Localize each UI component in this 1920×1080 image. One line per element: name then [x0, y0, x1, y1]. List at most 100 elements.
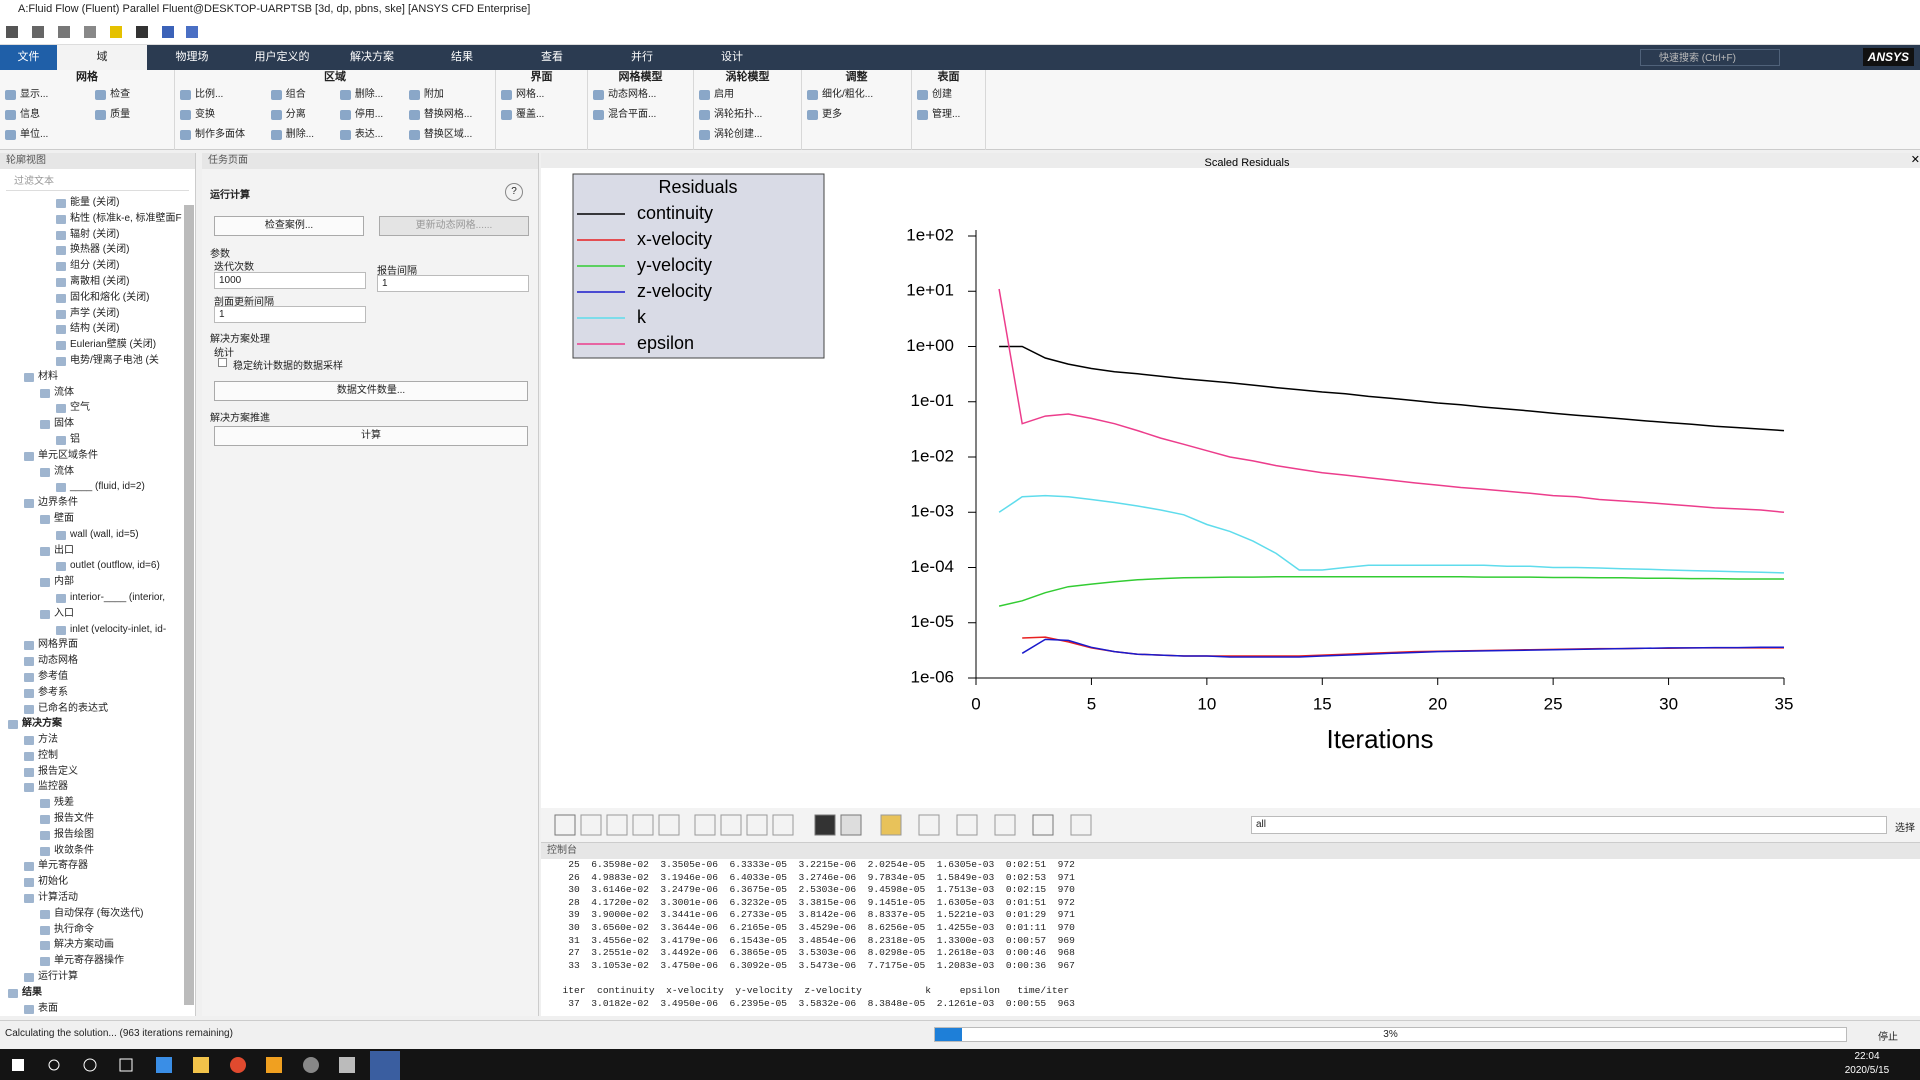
ribbon-button[interactable]: 单位...	[4, 125, 88, 145]
button[interactable]: 数据文件数量...	[214, 381, 528, 401]
task-view[interactable]	[119, 1058, 133, 1072]
tree-item[interactable]: 单元寄存器操作	[0, 953, 195, 969]
ribbon-button[interactable]: 比例...	[179, 85, 264, 105]
tool-button[interactable]	[720, 814, 742, 836]
tool-button[interactable]	[694, 814, 716, 836]
tree-item[interactable]: 入口	[0, 606, 195, 622]
help-button[interactable]: ?	[505, 183, 523, 201]
tree-item[interactable]: 单元寄存器	[0, 858, 195, 874]
menu-tab[interactable]: 域	[57, 45, 147, 70]
ribbon-button[interactable]: 信息	[4, 105, 88, 125]
number-input[interactable]: 1000	[214, 272, 366, 289]
tree-item[interactable]: ____ (fluid, id=2)	[0, 479, 195, 495]
ribbon-button[interactable]: 管理...	[916, 105, 981, 125]
tree-item[interactable]: 结果	[0, 985, 195, 1001]
ribbon-button[interactable]: 替换区域...	[408, 125, 491, 145]
tree-item[interactable]: 报告文件	[0, 811, 195, 827]
tree-item[interactable]: 参考值	[0, 669, 195, 685]
tree-item[interactable]: 电势/锂离子电池 (关	[0, 353, 195, 369]
menu-tab[interactable]: 文件	[0, 45, 57, 70]
tool-button[interactable]	[658, 814, 680, 836]
ribbon-button[interactable]: 附加	[408, 85, 491, 105]
tree-item[interactable]: 内部	[0, 574, 195, 590]
app-icon[interactable]	[230, 1057, 246, 1073]
app-icon[interactable]	[193, 1057, 209, 1073]
tree-item[interactable]: 结构 (关闭)	[0, 321, 195, 337]
tree-item[interactable]: 运行计算	[0, 969, 195, 985]
tree-item[interactable]: 能量 (关闭)	[0, 195, 195, 211]
tree-item[interactable]: 初始化	[0, 874, 195, 890]
checkbox[interactable]	[218, 358, 227, 367]
ribbon-button[interactable]: 检查	[94, 85, 170, 105]
ribbon-button[interactable]: 动态网格...	[592, 85, 689, 105]
icon[interactable]	[58, 26, 70, 38]
tree-item[interactable]: 粘性 (标准k-e, 标准壁面F	[0, 211, 195, 227]
tree-item[interactable]: wall (wall, id=5)	[0, 527, 195, 543]
tree-item[interactable]: 空气	[0, 400, 195, 416]
tree-item[interactable]: 组分 (关闭)	[0, 258, 195, 274]
filter-input[interactable]: 过滤文本	[6, 173, 189, 191]
tree-item[interactable]: 参考系	[0, 685, 195, 701]
tree-item[interactable]: 监控器	[0, 779, 195, 795]
tool-button[interactable]	[840, 814, 862, 836]
menu-tab[interactable]: 设计	[721, 51, 743, 63]
stop-button[interactable]: 停止	[1878, 1032, 1898, 1043]
tree-item[interactable]: 壁面	[0, 511, 195, 527]
tree-item[interactable]: 计算活动	[0, 890, 195, 906]
scrollbar[interactable]	[184, 205, 194, 1005]
tool-button[interactable]	[994, 814, 1016, 836]
tree-item[interactable]: Eulerian壁膜 (关闭)	[0, 337, 195, 353]
button[interactable]: 检查案例...	[214, 216, 364, 236]
ribbon-button[interactable]: 删除...	[339, 85, 402, 105]
icon[interactable]	[162, 26, 174, 38]
ribbon-button[interactable]: 覆盖...	[500, 105, 583, 125]
tool-button[interactable]	[606, 814, 628, 836]
tree-item[interactable]: 已命名的表达式	[0, 701, 195, 717]
cortana-button[interactable]	[83, 1058, 97, 1072]
tree-item[interactable]: 报告定义	[0, 764, 195, 780]
app-icon[interactable]	[266, 1057, 282, 1073]
app-icon[interactable]	[339, 1057, 355, 1073]
search-box[interactable]: 快速搜索 (Ctrl+F)	[1640, 49, 1780, 66]
number-input[interactable]: 1	[214, 306, 366, 323]
tree-item[interactable]: 收敛条件	[0, 843, 195, 859]
icon[interactable]	[32, 26, 44, 38]
ribbon-button[interactable]: 细化/粗化...	[806, 85, 907, 105]
tool-button[interactable]	[918, 814, 940, 836]
tree-item[interactable]: 换热器 (关闭)	[0, 242, 195, 258]
surface-combo[interactable]: all	[1251, 816, 1887, 834]
tool-button[interactable]	[554, 814, 576, 836]
tree-item[interactable]: 表面	[0, 1001, 195, 1016]
ribbon-button[interactable]: 组合	[270, 85, 333, 105]
ribbon-button[interactable]: 变换	[179, 105, 264, 125]
icon[interactable]	[84, 26, 96, 38]
tool-button[interactable]	[632, 814, 654, 836]
tool-button[interactable]	[1032, 814, 1054, 836]
tree-item[interactable]: 方法	[0, 732, 195, 748]
tool-button[interactable]	[956, 814, 978, 836]
ribbon-button[interactable]: 网格...	[500, 85, 583, 105]
icon[interactable]	[186, 26, 198, 38]
menu-tab[interactable]: 结果	[451, 51, 473, 63]
ribbon-button[interactable]: 启用	[698, 85, 797, 105]
tree-item[interactable]: 流体	[0, 464, 195, 480]
tool-button[interactable]	[1070, 814, 1092, 836]
ribbon-button[interactable]: 停用...	[339, 105, 402, 125]
menu-tab[interactable]: 用户定义的	[254, 51, 310, 63]
ribbon-button[interactable]: 制作多面体	[179, 125, 264, 145]
tree-item[interactable]: 网格界面	[0, 637, 195, 653]
tool-button[interactable]	[814, 814, 836, 836]
tool-button[interactable]	[580, 814, 602, 836]
app-icon[interactable]	[303, 1057, 319, 1073]
ribbon-button[interactable]: 替换网格...	[408, 105, 491, 125]
ribbon-button[interactable]: 涡轮创建...	[698, 125, 797, 145]
menu-tab[interactable]: 并行	[631, 51, 653, 63]
tree-item[interactable]: 单元区域条件	[0, 448, 195, 464]
ribbon-button[interactable]: 创建	[916, 85, 981, 105]
ribbon-button[interactable]: 分离	[270, 105, 333, 125]
icon[interactable]	[110, 26, 122, 38]
tree-item[interactable]: 固体	[0, 416, 195, 432]
tree-item[interactable]: 自动保存 (每次迭代)	[0, 906, 195, 922]
search-button[interactable]	[48, 1059, 60, 1071]
app-icon[interactable]	[156, 1057, 172, 1073]
